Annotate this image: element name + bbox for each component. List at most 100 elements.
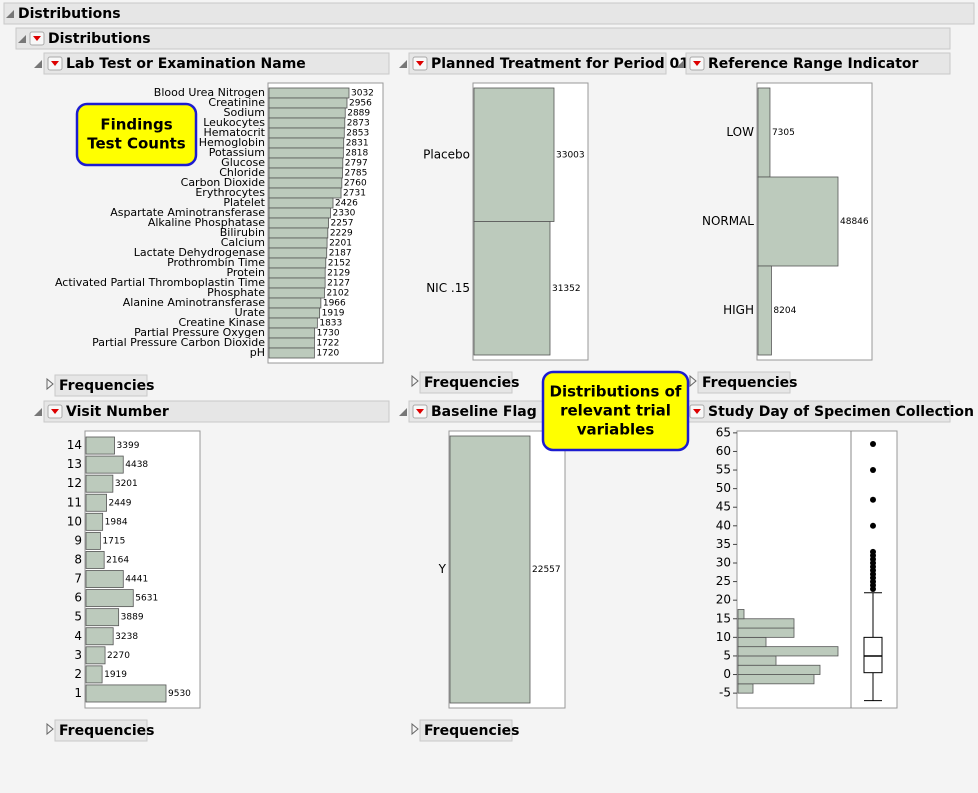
outline-header[interactable] [408, 52, 667, 75]
category-label: 11 [67, 495, 82, 509]
value-label: 7305 [772, 128, 795, 138]
category-label: 8 [74, 552, 82, 566]
bar [268, 307, 321, 319]
y-tick-label: 40 [716, 518, 731, 532]
outline-header[interactable] [43, 400, 390, 423]
category-label: LOW [726, 125, 754, 139]
frequencies-header[interactable] [419, 719, 513, 742]
disclosure-icon[interactable] [411, 374, 419, 388]
bar [268, 327, 316, 339]
value-label: 2797 [345, 159, 368, 169]
value-label: 2102 [326, 289, 349, 299]
disclosure-icon[interactable] [411, 722, 419, 736]
bar [268, 187, 342, 199]
value-label: 31352 [552, 284, 581, 294]
disclosure-icon[interactable] [18, 35, 26, 43]
category-label: Y [438, 562, 447, 576]
y-tick-label: 25 [716, 574, 731, 588]
disclosure-icon[interactable] [34, 408, 42, 416]
frequencies-header[interactable] [419, 371, 513, 394]
category-label: Glucose [221, 156, 265, 169]
bar [473, 87, 555, 222]
category-label: Partial Pressure Carbon Dioxide [92, 336, 265, 349]
outline-title: Baseline Flag [431, 404, 537, 420]
value-label: 9530 [168, 689, 191, 699]
callout [75, 102, 198, 167]
y-tick-label: 10 [716, 630, 731, 644]
category-label: Protein [226, 266, 265, 279]
bar [268, 107, 346, 119]
value-label: 2187 [329, 249, 352, 259]
menu-triangle[interactable] [693, 61, 701, 66]
value-label: 2270 [107, 651, 130, 661]
value-label: 1919 [104, 670, 127, 680]
histogram-bar [737, 664, 821, 675]
category-label: Prothrombin Time [167, 256, 265, 269]
outline-header[interactable] [685, 52, 951, 75]
outlier [870, 522, 876, 529]
value-label: 4438 [125, 460, 148, 470]
frequencies-header[interactable] [54, 374, 148, 397]
category-label: 9 [74, 533, 82, 547]
disclosure-icon[interactable] [46, 377, 54, 391]
disclosure-icon[interactable] [689, 374, 697, 388]
category-label: Phosphate [207, 286, 265, 299]
callout-text: variables [577, 421, 655, 439]
disclosure-icon[interactable] [6, 10, 14, 18]
box [863, 636, 883, 674]
y-tick-label: 60 [716, 444, 731, 458]
outline-title: Lab Test or Examination Name [66, 56, 306, 72]
disclosure-icon[interactable] [46, 722, 54, 736]
category-label: 5 [74, 610, 82, 624]
disclosure-icon[interactable] [399, 60, 407, 68]
bar [268, 147, 344, 159]
callout-text: Test Counts [87, 135, 186, 153]
outline-title: Planned Treatment for Period 01 [431, 56, 689, 72]
frequencies-header[interactable] [697, 371, 791, 394]
value-label: 2956 [349, 99, 372, 109]
value-label: 1966 [323, 299, 346, 309]
outline-header[interactable] [43, 52, 390, 75]
outline-header[interactable] [15, 27, 951, 50]
category-label: 6 [74, 591, 82, 605]
category-label: 4 [74, 629, 82, 643]
frequencies-label: Frequencies [59, 723, 154, 739]
bar [268, 247, 328, 259]
category-label: Potassium [209, 146, 265, 159]
disclosure-icon[interactable] [34, 60, 42, 68]
value-label: 1720 [316, 349, 339, 359]
menu-triangle[interactable] [51, 61, 59, 66]
disclosure-icon[interactable] [676, 60, 684, 68]
menu-triangle[interactable] [416, 61, 424, 66]
callout-text: relevant trial [560, 402, 671, 420]
category-label: Chloride [219, 166, 265, 179]
bar [268, 287, 325, 299]
value-label: 2201 [329, 239, 352, 249]
category-label: Bilirubin [220, 226, 265, 239]
category-label: Partial Pressure Oxygen [134, 326, 265, 339]
category-label: 7 [74, 572, 82, 586]
value-label: 1715 [102, 536, 125, 546]
menu-triangle[interactable] [693, 409, 701, 414]
bar [85, 531, 101, 550]
category-label: 3 [74, 648, 82, 662]
category-label: pH [250, 346, 265, 359]
category-label: Lactate Dehydrogenase [134, 246, 265, 259]
value-label: 3201 [115, 479, 138, 489]
frequencies-header[interactable] [54, 719, 148, 742]
outline-header[interactable] [3, 2, 975, 25]
category-label: 2 [74, 667, 82, 681]
disclosure-icon[interactable] [399, 408, 407, 416]
menu-triangle[interactable] [33, 36, 41, 41]
bar [85, 608, 120, 627]
bar [85, 646, 106, 665]
frequencies-label: Frequencies [702, 375, 797, 391]
outline-title: Study Day of Specimen Collection [708, 404, 974, 420]
value-label: 48846 [840, 217, 869, 227]
histogram-bar [737, 609, 745, 620]
menu-triangle[interactable] [416, 409, 424, 414]
frequencies-label: Frequencies [59, 378, 154, 394]
y-tick-label: 65 [716, 425, 731, 439]
menu-triangle[interactable] [51, 409, 59, 414]
bar [268, 137, 345, 149]
